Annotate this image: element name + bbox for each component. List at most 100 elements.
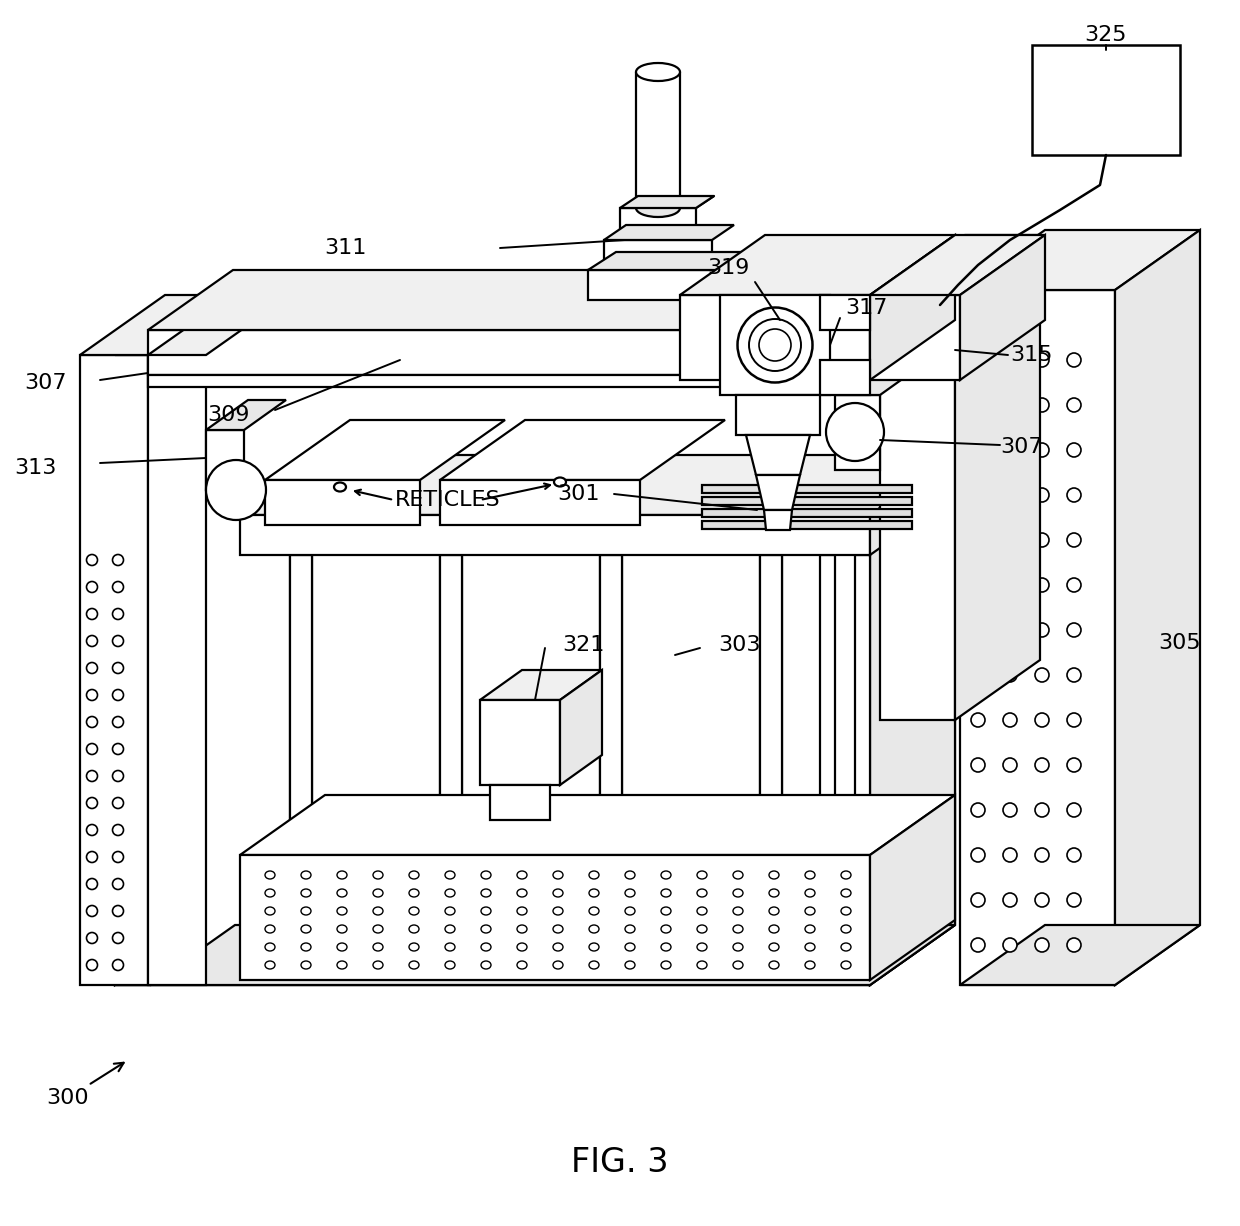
Ellipse shape: [445, 924, 455, 933]
Ellipse shape: [971, 533, 985, 547]
Ellipse shape: [1003, 623, 1017, 638]
Ellipse shape: [805, 907, 815, 915]
Ellipse shape: [87, 960, 98, 971]
Polygon shape: [746, 435, 810, 474]
Polygon shape: [870, 270, 955, 375]
Ellipse shape: [553, 889, 563, 897]
Ellipse shape: [1035, 398, 1049, 412]
Polygon shape: [115, 356, 150, 984]
Text: 311: 311: [325, 238, 367, 257]
Ellipse shape: [971, 668, 985, 682]
Ellipse shape: [481, 961, 491, 969]
Ellipse shape: [697, 924, 707, 933]
Polygon shape: [81, 295, 233, 356]
Ellipse shape: [1003, 714, 1017, 727]
Ellipse shape: [1003, 938, 1017, 953]
Ellipse shape: [625, 907, 635, 915]
Ellipse shape: [589, 870, 599, 879]
Polygon shape: [1115, 230, 1200, 984]
Ellipse shape: [265, 924, 275, 933]
Ellipse shape: [409, 924, 419, 933]
Text: 321: 321: [562, 635, 604, 655]
Polygon shape: [870, 295, 955, 984]
Polygon shape: [756, 474, 800, 510]
Ellipse shape: [87, 906, 98, 917]
Ellipse shape: [87, 608, 98, 619]
Ellipse shape: [553, 907, 563, 915]
Ellipse shape: [1035, 668, 1049, 682]
Ellipse shape: [971, 488, 985, 501]
Ellipse shape: [113, 879, 124, 890]
Polygon shape: [440, 481, 640, 525]
Ellipse shape: [589, 924, 599, 933]
Ellipse shape: [769, 870, 779, 879]
Polygon shape: [960, 924, 1200, 984]
Polygon shape: [150, 924, 955, 984]
Polygon shape: [115, 295, 236, 356]
Ellipse shape: [805, 943, 815, 951]
Ellipse shape: [589, 907, 599, 915]
Text: 307: 307: [25, 373, 67, 394]
Ellipse shape: [971, 714, 985, 727]
Ellipse shape: [971, 848, 985, 862]
Ellipse shape: [481, 889, 491, 897]
Polygon shape: [680, 235, 955, 295]
Polygon shape: [241, 855, 870, 980]
Ellipse shape: [337, 870, 347, 879]
Ellipse shape: [1035, 803, 1049, 817]
Ellipse shape: [1066, 443, 1081, 457]
Polygon shape: [490, 785, 551, 820]
Text: 315: 315: [1011, 345, 1053, 365]
Polygon shape: [870, 235, 955, 380]
Ellipse shape: [1035, 443, 1049, 457]
Text: 300: 300: [47, 1063, 124, 1108]
Ellipse shape: [445, 907, 455, 915]
Ellipse shape: [87, 716, 98, 727]
Ellipse shape: [113, 689, 124, 700]
Text: 325: 325: [1085, 25, 1127, 45]
Text: 319: 319: [708, 257, 750, 278]
Ellipse shape: [1035, 533, 1049, 547]
Ellipse shape: [625, 943, 635, 951]
Ellipse shape: [301, 943, 311, 951]
Ellipse shape: [971, 938, 985, 953]
Ellipse shape: [301, 924, 311, 933]
Polygon shape: [241, 794, 955, 855]
Ellipse shape: [697, 889, 707, 897]
Polygon shape: [870, 235, 1045, 295]
Ellipse shape: [113, 825, 124, 835]
Ellipse shape: [1035, 848, 1049, 862]
Ellipse shape: [87, 662, 98, 673]
Polygon shape: [241, 515, 870, 555]
Ellipse shape: [661, 924, 671, 933]
Ellipse shape: [517, 870, 527, 879]
Ellipse shape: [841, 924, 851, 933]
Ellipse shape: [841, 889, 851, 897]
Ellipse shape: [625, 924, 635, 933]
Polygon shape: [148, 356, 206, 984]
Polygon shape: [115, 356, 150, 984]
Polygon shape: [290, 555, 312, 855]
Ellipse shape: [445, 870, 455, 879]
Ellipse shape: [697, 907, 707, 915]
Polygon shape: [241, 455, 955, 515]
Ellipse shape: [697, 943, 707, 951]
Ellipse shape: [337, 907, 347, 915]
Ellipse shape: [301, 907, 311, 915]
Ellipse shape: [733, 961, 743, 969]
Ellipse shape: [589, 961, 599, 969]
Ellipse shape: [373, 924, 383, 933]
Ellipse shape: [517, 889, 527, 897]
Polygon shape: [737, 395, 820, 435]
Ellipse shape: [826, 403, 884, 461]
Ellipse shape: [1035, 488, 1049, 501]
Ellipse shape: [113, 960, 124, 971]
Polygon shape: [760, 555, 782, 855]
Ellipse shape: [841, 943, 851, 951]
Polygon shape: [148, 270, 955, 330]
Ellipse shape: [113, 581, 124, 592]
Polygon shape: [856, 555, 870, 855]
Polygon shape: [620, 208, 696, 240]
Polygon shape: [835, 365, 923, 395]
Ellipse shape: [1066, 398, 1081, 412]
